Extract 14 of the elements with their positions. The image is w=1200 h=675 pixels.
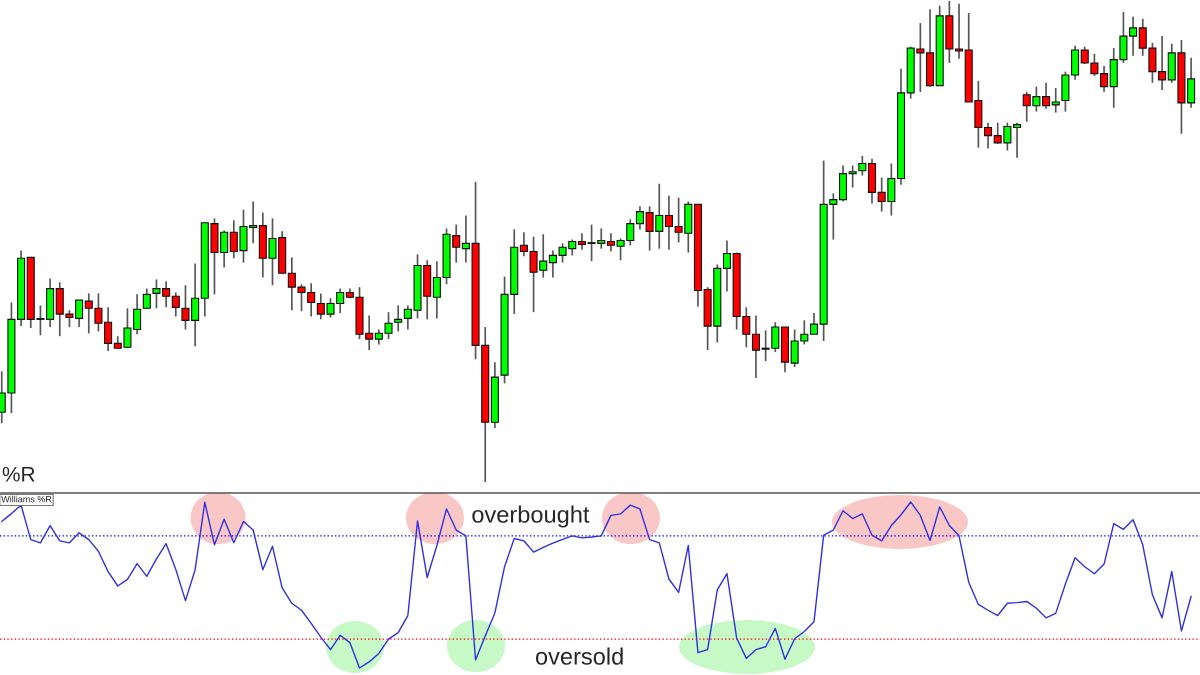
candlestick [142, 287, 151, 310]
chart-subtitle: Williams %R [1, 495, 52, 503]
candlestick [1051, 87, 1060, 114]
candlestick [751, 314, 761, 379]
ref-line-label: oversold [535, 647, 623, 665]
candlestick [722, 239, 731, 293]
candlestick [858, 155, 867, 177]
candlestick [848, 164, 857, 189]
candlestick [809, 312, 819, 336]
chart-title: %R [2, 466, 35, 482]
candlestick [394, 304, 403, 333]
candlestick [171, 291, 180, 318]
ref-line-label: overbought [472, 505, 590, 528]
candlestick [954, 3, 964, 60]
